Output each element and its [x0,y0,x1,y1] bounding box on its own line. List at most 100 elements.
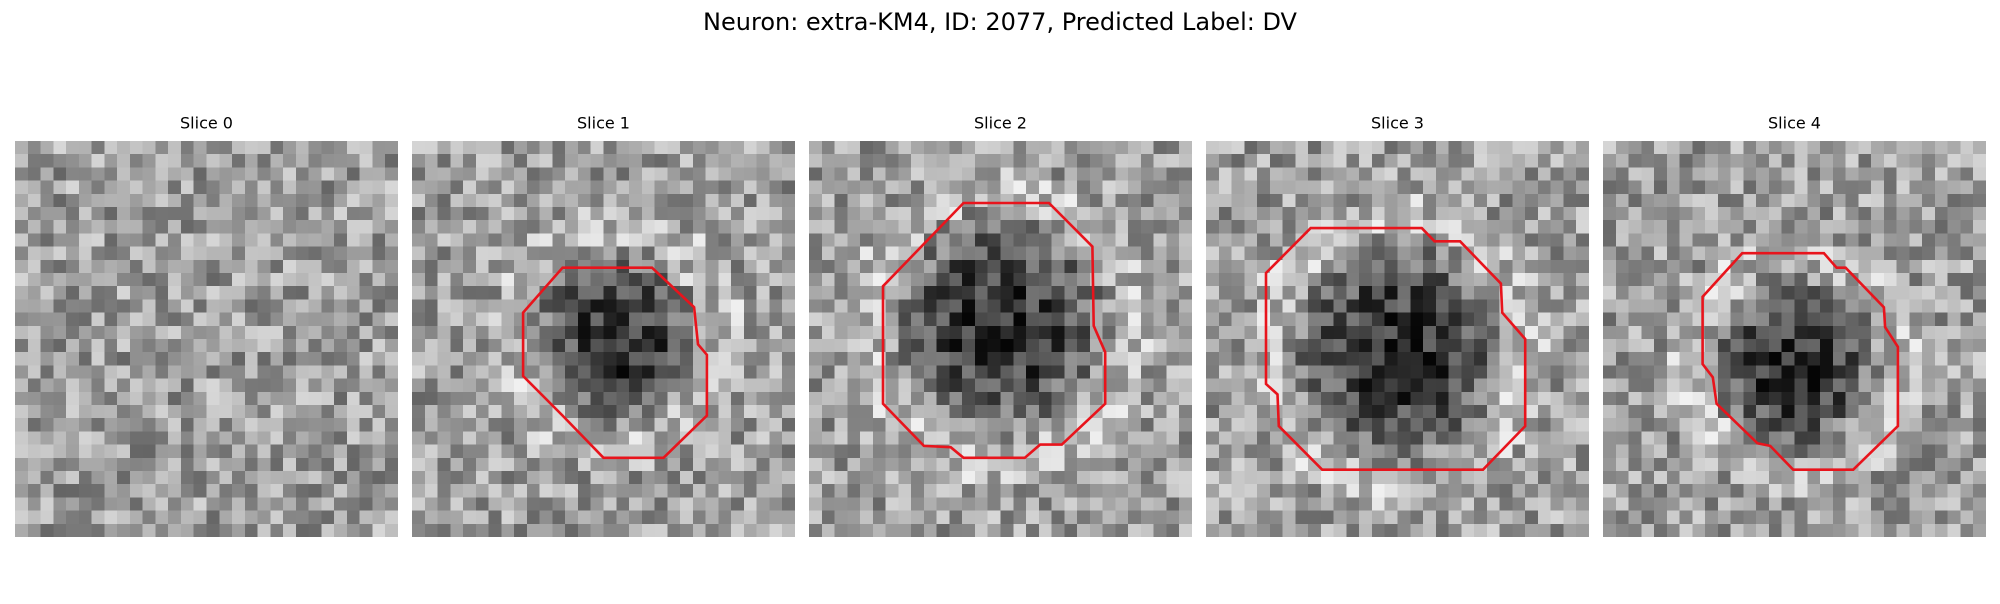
pixel [1448,193,1462,208]
pixel [514,405,528,419]
pixel [1000,220,1014,234]
pixel [1756,325,1770,340]
pixel [219,431,233,445]
pixel [1423,299,1437,313]
pixel [321,312,335,327]
pixel [15,180,29,195]
pixel [78,312,92,327]
pixel [1410,246,1424,261]
pixel [962,365,976,379]
pixel [1692,378,1706,393]
pixel [987,484,1001,498]
pixel [257,154,271,168]
pixel [809,391,823,406]
pixel [372,273,386,287]
pixel [1730,431,1744,445]
pixel [705,418,719,432]
pixel [1153,246,1167,261]
pixel [27,220,41,234]
pixel [27,444,41,459]
pixel [1705,497,1719,511]
pixel [1077,405,1091,419]
pixel [1909,523,1923,537]
pixel [1257,233,1271,247]
pixel [1257,391,1271,406]
pixel [821,312,835,327]
pixel [1206,418,1220,432]
pixel [463,471,477,485]
pixel [424,405,438,419]
pixel [539,444,553,459]
pixel [539,339,553,353]
pixel [321,180,335,195]
pixel [962,391,976,406]
pixel [603,523,617,537]
pixel [463,510,477,525]
pixel [1820,405,1834,419]
pixel [1615,193,1629,208]
pixel [53,510,67,525]
pixel [911,167,925,181]
pixel [104,352,118,366]
pixel [437,510,451,525]
pixel [1320,471,1334,485]
pixel [1896,167,1910,181]
pixel [40,312,54,327]
pixel [1218,418,1232,432]
pixel [155,352,169,366]
pixel [1231,431,1245,445]
pixel [180,431,194,445]
pixel [117,523,131,537]
pixel [40,405,54,419]
pixel [308,193,322,208]
pixel [104,141,118,155]
pixel [898,193,912,208]
pixel [1692,405,1706,419]
pixel [769,193,783,208]
pixel [949,523,963,537]
pixel [1153,141,1167,155]
pixel [1320,246,1334,261]
pixel [1308,299,1322,313]
pixel [1295,365,1309,379]
pixel [962,207,976,221]
pixel [898,299,912,313]
pixel [1231,193,1245,208]
pixel [1166,391,1180,406]
pixel [1115,471,1129,485]
pixel [1858,339,1872,353]
pixel [1333,484,1347,498]
pixel [1282,141,1296,155]
pixel [1206,220,1220,234]
pixel [270,167,284,181]
pixel [1756,352,1770,366]
pixel [1768,233,1782,247]
pixel [104,180,118,195]
pixel [1410,457,1424,472]
pixel [782,220,795,234]
pixel [40,246,54,261]
pixel [1153,154,1167,168]
pixel [1077,497,1091,511]
pixel [1576,286,1589,300]
pixel [616,220,630,234]
pixel [1166,259,1180,274]
pixel [1717,418,1731,432]
pixel [936,352,950,366]
pixel [1499,378,1513,393]
pixel [1474,220,1488,234]
pixel [1115,391,1129,406]
pixel [756,457,770,472]
pixel [1820,259,1834,274]
pixel [1397,365,1411,379]
pixel [1244,312,1258,327]
pixel [1128,457,1142,472]
pixel [346,259,360,274]
pixel [1461,497,1475,511]
pixel [1756,510,1770,525]
pixel [244,207,258,221]
pixel [1717,431,1731,445]
pixel [1603,273,1617,287]
pixel [987,431,1001,445]
pixel [385,365,398,379]
